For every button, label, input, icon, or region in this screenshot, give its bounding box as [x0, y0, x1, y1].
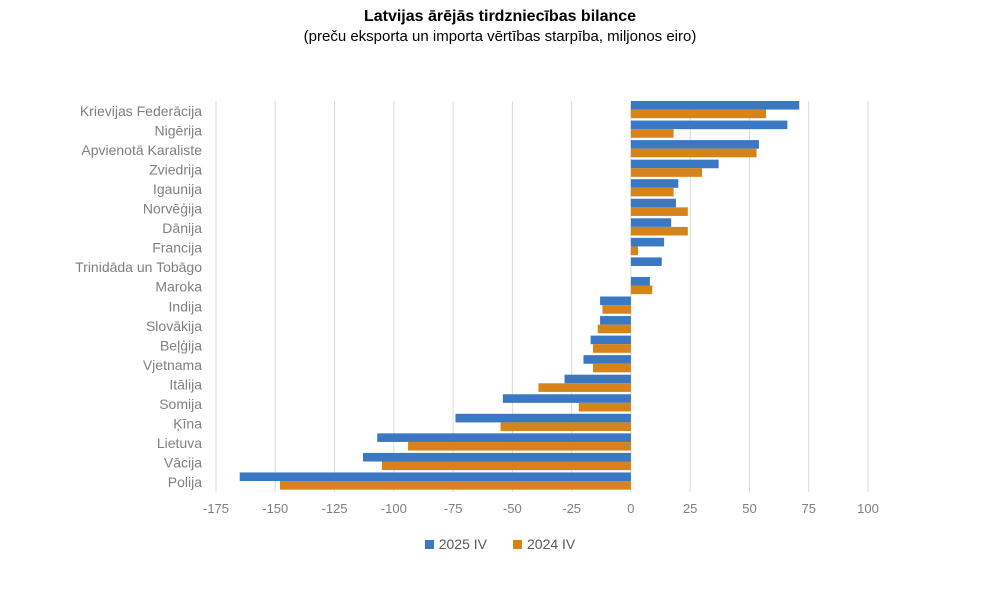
bar-2024 [630, 129, 674, 138]
category-label: Vācija [164, 455, 202, 471]
bar-2025 [630, 179, 679, 188]
x-tick-label: 75 [801, 501, 815, 516]
bar-2024 [578, 402, 631, 412]
x-tick-label: -150 [262, 501, 288, 516]
bar-2024 [592, 344, 631, 353]
bar-2024 [500, 422, 631, 432]
category-label: Indija [169, 298, 203, 314]
bar-2024 [597, 324, 631, 334]
bar-2025 [377, 433, 631, 442]
x-axis-tick-labels: -175 -150 -125 -100 -75 -50 -25 0 25 50 75 100 [203, 501, 879, 516]
bar-2025 [630, 159, 719, 169]
legend-swatch-2025 [424, 539, 434, 549]
bar-2025 [362, 452, 631, 462]
category-labels: Krievijas Federācija Nigērija Apvienotā Ka… [75, 103, 202, 490]
category-label: Slovākija [146, 318, 202, 334]
x-tick-label: -75 [444, 501, 463, 516]
bar-2025 [239, 472, 631, 482]
legend-item-2024: 2024 IV [513, 536, 575, 552]
bar-2025 [630, 237, 665, 247]
bars [239, 101, 800, 490]
category-label: Beļģija [160, 337, 202, 353]
category-label: Polija [168, 474, 202, 490]
x-tick-label: 25 [683, 501, 697, 516]
bar-2024 [538, 383, 631, 392]
bar-2024 [630, 285, 653, 295]
x-tick-label: -25 [562, 501, 581, 516]
bar-2025 [600, 296, 631, 306]
category-label: Dānija [162, 220, 202, 236]
x-tick-label: -175 [203, 501, 229, 516]
category-label: Lietuva [157, 435, 202, 451]
category-label: Ķīna [173, 416, 202, 432]
category-label: Somija [159, 396, 202, 412]
bar-2025 [630, 218, 672, 227]
bar-2024 [408, 441, 631, 451]
bar-2025 [630, 140, 759, 149]
bar-2024 [602, 305, 631, 314]
x-tick-label: -100 [381, 501, 407, 516]
bar-2025 [630, 257, 662, 267]
bar-2024 [381, 461, 631, 471]
legend: 2025 IV 2024 IV [0, 536, 1000, 552]
x-tick-label: 0 [627, 501, 634, 516]
chart-subtitle: (preču eksporta un importa vērtības star… [303, 28, 697, 45]
legend-label-2024: 2024 IV [527, 536, 576, 552]
bar-2024 [280, 481, 631, 490]
category-label: Igaunija [153, 181, 202, 197]
chart-title: Latvijas ārējās tirdzniecības bilance [363, 8, 637, 25]
bar-2024 [630, 226, 688, 236]
bar-2024 [592, 363, 631, 373]
bar-2025 [564, 374, 631, 384]
bar-2025 [455, 413, 631, 423]
bar-2024 [630, 207, 688, 216]
bar-2025 [630, 101, 800, 110]
category-label: Maroka [155, 279, 202, 295]
category-label: Norvēģija [143, 201, 202, 217]
bar-2025 [502, 394, 631, 403]
x-tick-label: 100 [857, 501, 879, 516]
category-label: Zviedrija [149, 161, 202, 177]
category-label: Itālija [169, 376, 202, 392]
bar-2024 [630, 109, 767, 119]
category-label: Apvienotā Karaliste [81, 142, 202, 158]
category-label: Trinidāda un Tobāgo [75, 259, 202, 275]
x-tick-label: -125 [322, 501, 348, 516]
bar-2025 [630, 120, 788, 130]
bar-2025 [600, 316, 631, 325]
bar-2024 [630, 168, 703, 177]
bar-2025 [583, 355, 631, 364]
x-tick-label: 50 [742, 501, 756, 516]
legend-item-2025: 2025 IV [424, 536, 487, 552]
bar-2024 [630, 148, 757, 158]
category-label: Vjetnama [143, 357, 202, 373]
bar-2025 [630, 276, 650, 286]
bar-2025 [630, 198, 676, 208]
category-label: Nigērija [155, 122, 203, 138]
legend-swatch-2024 [513, 539, 522, 549]
bar-2024 [630, 246, 639, 256]
bar-2025 [590, 335, 631, 345]
x-tick-label: -50 [503, 501, 522, 516]
legend-label-2025: 2025 IV [438, 536, 487, 552]
category-label: Francija [152, 240, 202, 256]
bar-2024 [630, 187, 674, 197]
category-label: Krievijas Federācija [80, 103, 202, 119]
